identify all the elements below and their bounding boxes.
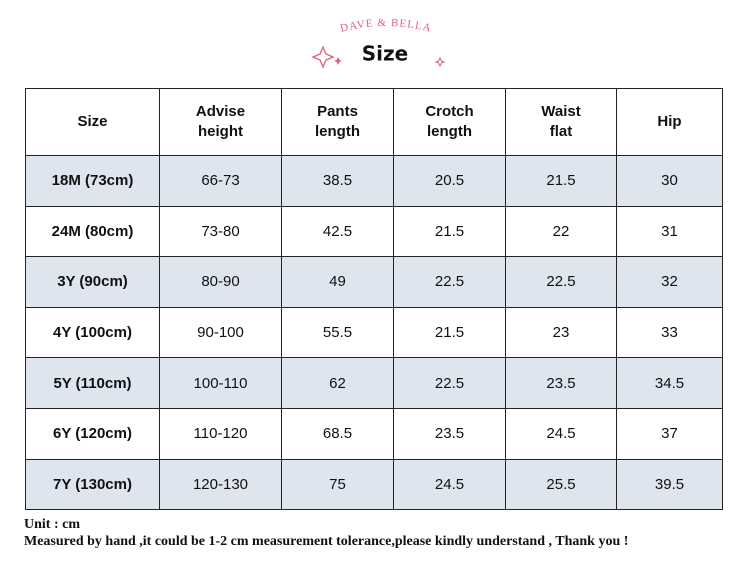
value-cell: 30 <box>616 155 723 207</box>
value-cell: 55.5 <box>281 306 394 359</box>
value-cell: 22.5 <box>505 256 617 308</box>
table-row: 3Y (90cm) 80-90 49 22.5 22.5 32 <box>25 256 723 308</box>
header-line: Size <box>77 113 108 130</box>
value-cell: 62 <box>281 357 394 409</box>
header-row: Size Advise height Pants length Crotch length W… <box>25 88 723 156</box>
value-cell: 24.5 <box>393 458 506 511</box>
value-cell: 90-100 <box>159 306 282 359</box>
value-cell: 120-130 <box>159 458 282 511</box>
value-cell: 23.5 <box>505 357 617 409</box>
value-cell: 33 <box>616 306 723 359</box>
value-cell: 42.5 <box>281 205 394 258</box>
value-cell: 73-80 <box>159 205 282 258</box>
header-line: Crotch <box>425 103 474 120</box>
value-cell: 38.5 <box>281 155 394 207</box>
tolerance-note: Measured by hand ,it could be 1-2 cm mea… <box>24 534 629 549</box>
value-cell: 31 <box>616 205 723 258</box>
header-cell: Pants length <box>281 88 394 156</box>
value-cell: 110-120 <box>159 407 282 460</box>
table-row: 7Y (130cm) 120-130 75 24.5 25.5 39.5 <box>25 458 723 511</box>
size-cell: 6Y (120cm) <box>25 407 160 460</box>
table-body: 18M (73cm) 66-73 38.5 20.5 21.5 30 24M (80cm) 7… <box>25 155 723 511</box>
header-line: length <box>427 123 472 140</box>
header-line: Waist <box>541 103 581 120</box>
value-cell: 66-73 <box>159 155 282 207</box>
sparkle <box>434 56 446 68</box>
sparkle <box>334 57 342 65</box>
table-row: 6Y (120cm) 110-120 68.5 23.5 24.5 37 <box>25 407 723 460</box>
unit-note: Unit : cm <box>24 517 80 532</box>
title: Size <box>362 42 408 66</box>
size-cell: 3Y (90cm) <box>25 256 160 308</box>
value-cell: 49 <box>281 256 394 308</box>
header-line: Pants <box>317 103 358 120</box>
table-row: 5Y (110cm) 100-110 62 22.5 23.5 34.5 <box>25 357 723 409</box>
size-cell: 18M (73cm) <box>25 155 160 207</box>
value-cell: 80-90 <box>159 256 282 308</box>
header-line: flat <box>549 123 573 140</box>
header-cell: Advise height <box>159 88 282 156</box>
value-cell: 22.5 <box>393 256 506 308</box>
value-cell: 21.5 <box>393 306 506 359</box>
table-row: 4Y (100cm) 90-100 55.5 21.5 23 33 <box>25 306 723 359</box>
value-cell: 39.5 <box>616 458 723 511</box>
size-cell: 5Y (110cm) <box>25 357 160 409</box>
value-cell: 32 <box>616 256 723 308</box>
header: DAVE & BELLA Size <box>311 17 446 69</box>
table-row: 18M (73cm) 66-73 38.5 20.5 21.5 30 <box>25 155 723 207</box>
header-cell: Waist flat <box>505 88 617 156</box>
header-line: Advise <box>195 103 246 120</box>
table-row: 24M (80cm) 73-80 42.5 21.5 22 31 <box>25 205 723 258</box>
value-cell: 100-110 <box>159 357 282 409</box>
size-cell: 4Y (100cm) <box>25 306 160 359</box>
brand-text: DAVE & BELLA <box>339 17 432 35</box>
size-cell: 24M (80cm) <box>25 205 160 258</box>
value-cell: 25.5 <box>505 458 617 511</box>
value-cell: 34.5 <box>616 357 723 409</box>
value-cell: 21.5 <box>505 155 617 207</box>
value-cell: 21.5 <box>393 205 506 258</box>
size-table: Size Advise height Pants length Crotch length W… <box>25 88 723 511</box>
size-cell: 7Y (130cm) <box>25 458 160 511</box>
value-cell: 37 <box>616 407 723 460</box>
header-line: height <box>198 123 243 140</box>
value-cell: 24.5 <box>505 407 617 460</box>
value-cell: 22 <box>505 205 617 258</box>
header-cell: Size <box>25 88 160 156</box>
brand: DAVE & BELLA <box>339 17 433 35</box>
value-cell: 68.5 <box>281 407 394 460</box>
header-line: Hip <box>657 113 682 130</box>
header-line: length <box>315 123 360 140</box>
header-cell: Crotch length <box>393 88 506 156</box>
value-cell: 20.5 <box>393 155 506 207</box>
value-cell: 75 <box>281 458 394 511</box>
value-cell: 23 <box>505 306 617 359</box>
header-cell: Hip <box>616 88 723 156</box>
value-cell: 23.5 <box>393 407 506 460</box>
sparkle <box>311 45 335 69</box>
value-cell: 22.5 <box>393 357 506 409</box>
